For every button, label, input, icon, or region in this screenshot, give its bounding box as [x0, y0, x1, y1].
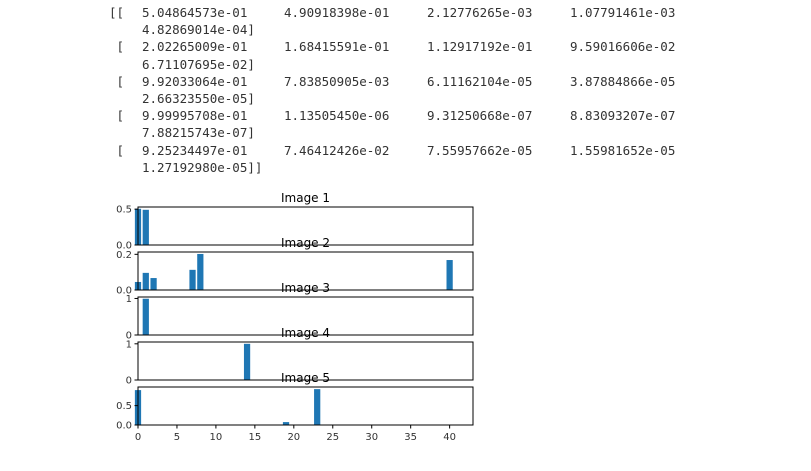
array-value: 8.83093207e-07: [570, 108, 676, 124]
x-tick-label: 10: [210, 432, 223, 443]
y-tick-label: 0.0: [116, 241, 132, 252]
array-value: 1.68415591e-01: [284, 39, 390, 55]
y-tick-label: 0.0: [116, 286, 132, 297]
array-row-bracket: [: [109, 39, 125, 55]
array-value: 2.66323550e-05]: [142, 90, 255, 106]
bar: [142, 209, 149, 245]
axes-frame: [137, 251, 474, 291]
x-tick-label: 35: [404, 432, 417, 443]
axes-frame: [137, 386, 474, 426]
array-value: 1.07791461e-03: [570, 5, 676, 20]
array-value: 7.46412426e-02: [284, 142, 390, 158]
array-value: 4.82869014e-04]: [142, 22, 255, 38]
array-value: 1.27192980e-05]]: [142, 159, 263, 175]
bar: [150, 278, 157, 290]
subplot-1: 0.0 0.5 Image 1: [116, 191, 474, 252]
array-value: 9.92033064e-01: [142, 73, 248, 89]
axes-frame: [137, 341, 474, 381]
bar: [142, 272, 149, 290]
y-tick-label: 0: [126, 376, 132, 387]
array-value: 7.88215743e-07]: [142, 125, 255, 141]
chart-title: Image 4: [281, 326, 330, 340]
array-value: 1.55981652e-05: [570, 142, 676, 158]
array-value: 9.99995708e-01: [142, 108, 248, 124]
array-row-bracket: [: [109, 73, 125, 89]
array-value: 1.13505450e-06: [284, 108, 390, 124]
array-row-bracket: [: [109, 142, 125, 158]
array-value: 6.71107695e-02]: [142, 56, 255, 72]
array-value: 4.90918398e-01: [284, 5, 390, 20]
array-row-bracket: [[: [109, 5, 125, 20]
x-tick-label: 20: [287, 432, 300, 443]
y-tick-label: 0.2: [116, 250, 132, 261]
x-tick-label: 0: [135, 432, 141, 443]
x-tick-label: 40: [443, 432, 456, 443]
x-tick-label: 30: [365, 432, 378, 443]
x-tick-label: 5: [174, 432, 180, 443]
array-value: 7.83850905e-03: [284, 73, 390, 89]
axes-frame: [137, 296, 474, 336]
y-tick-label: 1: [126, 294, 132, 305]
chart-title: Image 3: [281, 281, 330, 295]
array-value: 5.04864573e-01: [142, 5, 248, 20]
axes-frame: [137, 206, 474, 246]
y-tick-label: 1: [126, 339, 132, 350]
array-value: 6.11162104e-05: [427, 73, 533, 89]
bar: [142, 298, 149, 335]
chart-title: Image 1: [281, 191, 330, 205]
y-tick-label: 0.5: [116, 205, 132, 216]
x-tick-label: 25: [326, 432, 339, 443]
array-value: 9.31250668e-07: [427, 108, 533, 124]
array-row-bracket: [: [109, 108, 125, 124]
x-tick-label: 15: [248, 432, 261, 443]
array-value: 2.02265009e-01: [142, 39, 248, 55]
bar: [189, 269, 196, 290]
subplot-5: 0.0 0.5 0 5 10 15 20 25 30 35 40 Image 5: [116, 371, 474, 443]
array-value: 3.87884866e-05: [570, 73, 676, 89]
bar: [446, 260, 453, 290]
bar: [243, 343, 251, 380]
array-value: 2.12776265e-03: [427, 5, 533, 20]
chart-title: Image 2: [281, 236, 330, 250]
bar: [282, 422, 290, 425]
array-value: 1.12917192e-01: [427, 39, 533, 55]
y-tick-label: 0.5: [116, 401, 132, 412]
array-value: 9.25234497e-01: [142, 142, 248, 158]
bar: [197, 253, 204, 290]
y-tick-label: 0.0: [116, 421, 132, 432]
subplot-3: 0 1 Image 3: [126, 281, 474, 342]
chart-title: Image 5: [281, 371, 330, 385]
array-value: 7.55957662e-05: [427, 142, 533, 158]
array-value: 9.59016606e-02: [570, 39, 676, 55]
y-tick-label: 0: [126, 331, 132, 342]
bar: [314, 389, 321, 425]
